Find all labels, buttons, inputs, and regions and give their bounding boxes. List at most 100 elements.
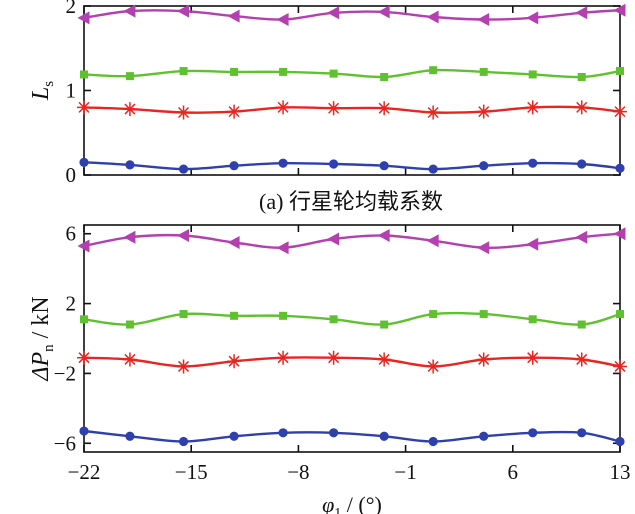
panel-a-magenta-triangle-series-point: [575, 6, 588, 20]
panel-b-y-tick-label: 6: [66, 222, 77, 246]
panel-a-green-square-series-point: [329, 69, 338, 78]
panel-a-magenta-triangle-series-point: [123, 4, 136, 18]
panel-b-red-asterisk-series-point: [525, 350, 540, 365]
panel-a-magenta-triangle-series-point: [276, 13, 289, 27]
panel-b-green-square-series-point: [329, 315, 338, 324]
panel-b-green-square-series-point: [80, 315, 88, 324]
panel-a-red-asterisk-series-point: [574, 100, 589, 115]
panel-b-red-asterisk-series-point: [613, 359, 627, 374]
panel-b-magenta-triangle-series-point: [227, 235, 240, 249]
panel-a-red-asterisk-series-point: [476, 104, 491, 119]
panel-a-blue-circle-series-point: [278, 158, 288, 168]
panel-a-y-tick-label: 1: [66, 79, 77, 103]
panel-b-blue-circle-series-point: [178, 436, 189, 447]
panel-b-magenta-triangle-series-point: [123, 230, 136, 244]
panel-b-blue-circle-series-point: [379, 431, 389, 441]
panel-b-red-asterisk-series-point: [476, 352, 491, 367]
panel-a-blue-circle-series-point: [428, 164, 438, 174]
panel-b-green-square-series-point: [577, 320, 586, 329]
panel-b-green-square-series-point: [528, 315, 537, 324]
panel-a-green-square-series-point: [528, 70, 537, 79]
panel-b-red-asterisk-series-point: [227, 354, 242, 369]
panel-a-blue-circle-series-point: [329, 159, 339, 169]
panel-b-magenta-triangle-series-point: [613, 227, 626, 241]
panel-b-red-asterisk-series: [77, 350, 627, 374]
panel-a-blue-circle-series-point: [479, 161, 489, 171]
panel-a-red-asterisk-series: [77, 100, 627, 120]
panel-b-blue-circle-series-line: [82, 429, 622, 443]
panel-b-magenta-triangle-series-point: [177, 228, 190, 242]
panel-a-red-asterisk-series-point: [326, 101, 341, 116]
panel-b-green-square-series-point: [479, 310, 488, 319]
panel-a-red-asterisk-series-point: [276, 100, 291, 115]
panel-a-green-square-series: [80, 66, 624, 81]
panel-b-magenta-triangle-series-line: [82, 232, 622, 249]
panel-b-magenta-triangle-series-point: [426, 234, 439, 248]
panel-b-axes-frame: [83, 224, 621, 453]
panel-b-red-asterisk-series-point: [377, 352, 392, 367]
panel-b-magenta-triangle-series-point: [377, 228, 390, 242]
panel-a-blue-circle-series-point: [577, 159, 587, 169]
panel-b-y-tick-label: −6: [54, 431, 76, 455]
panel-a-blue-circle-series-point: [615, 163, 625, 173]
panel-b-green-square-series-point: [380, 320, 389, 329]
panel-b-blue-circle-series-point: [577, 428, 587, 438]
panel-b-blue-circle-series: [79, 426, 625, 447]
panel-b-red-asterisk-series-point: [122, 352, 137, 367]
panel-a-blue-circle-series-point: [229, 161, 239, 171]
panel-a-y-axis-label: Ls: [28, 81, 57, 101]
panel-b-blue-circle-series-point: [528, 428, 538, 438]
panel-a-magenta-triangle-series-point: [426, 10, 439, 24]
panel-a-magenta-triangle-series-point: [526, 11, 539, 25]
panel-b-red-asterisk-series-point: [326, 350, 341, 365]
panel-b-red-asterisk-series-point: [77, 350, 91, 365]
panel-a-magenta-triangle-series-line: [82, 9, 622, 21]
panel-b-magenta-triangle-series: [77, 227, 626, 255]
panel-a-red-asterisk-series-point: [122, 102, 137, 117]
panel-b-blue-circle-series-point: [125, 431, 135, 441]
panel-b-red-asterisk-series-point: [276, 350, 291, 365]
panel-a-magenta-triangle-series-point: [177, 4, 190, 18]
panel-a-green-square-series-point: [577, 72, 586, 81]
panel-a-green-square-series-point: [230, 67, 239, 76]
panel-b-y-tick-label: −2: [54, 361, 76, 385]
panel-b-green-square-series-point: [616, 310, 624, 319]
panel-b-magenta-triangle-series-point: [526, 237, 539, 251]
panel-b-blue-circle-series-point: [278, 428, 288, 438]
panel-b-magenta-triangle-series-point: [276, 241, 289, 255]
panel-a-red-asterisk-series-point: [613, 104, 627, 119]
panel-a-magenta-triangle-series-point: [613, 3, 626, 17]
panel-a-red-asterisk-series-point: [176, 105, 191, 120]
panel-b-blue-circle-series-point: [329, 428, 339, 438]
panel-a-y-tick-label: 0: [66, 163, 77, 187]
panel-a-blue-circle-series-line: [82, 161, 622, 171]
panel-b-red-asterisk-series-point: [574, 352, 589, 367]
panel-b-y-tick-label: 2: [66, 292, 77, 316]
panel-a-magenta-triangle-series-point: [77, 11, 90, 25]
panel-a-axes-frame: [83, 5, 621, 176]
panel-a-caption: (a) 行星轮均载系数: [259, 189, 443, 214]
panel-a-green-square-series-point: [616, 67, 624, 76]
panel-a-red-asterisk-series-point: [377, 101, 392, 116]
panel-a-magenta-triangle-series-point: [227, 9, 240, 23]
panel-a-red-asterisk-series-point: [227, 104, 242, 119]
panel-b-x-tick-label: −8: [287, 460, 309, 484]
panel-a-green-square-series-point: [279, 67, 288, 76]
panel-a-blue-circle-series-point: [379, 161, 389, 171]
panel-b-green-square-series-point: [125, 320, 134, 329]
panel-a-y-tick-label: 2: [66, 0, 77, 18]
panel-a-load-sharing-coefficient: 0 1 2 Ls: [28, 0, 627, 187]
panel-b-x-tick-label: 6: [508, 460, 519, 484]
panel-b-green-square-series: [80, 310, 624, 329]
panel-a-green-square-series-point: [80, 70, 88, 79]
panel-b-red-asterisk-series-point: [426, 359, 441, 374]
panel-b-x-tick-label: −1: [394, 460, 416, 484]
panel-b-green-square-series-point: [230, 311, 239, 320]
panel-a-red-asterisk-series-point: [77, 100, 91, 115]
panel-a-green-square-series-line: [82, 68, 622, 79]
panel-b-green-square-series-point: [179, 310, 188, 319]
panel-b-x-tick-label: −22: [68, 460, 101, 484]
panel-b-x-tick-label: −15: [175, 460, 208, 484]
